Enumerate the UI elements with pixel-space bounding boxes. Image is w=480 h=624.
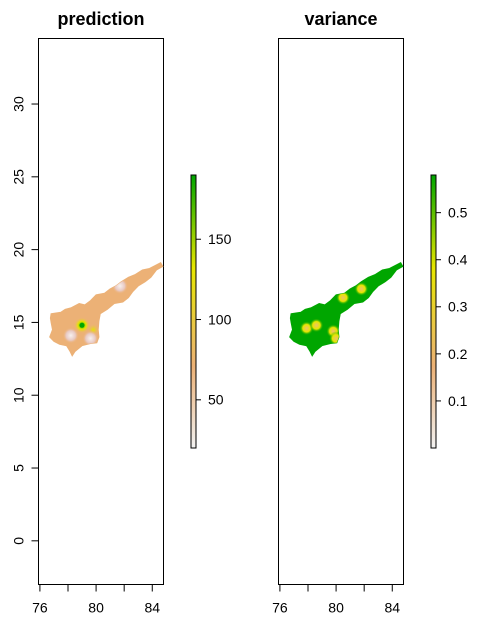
colorbar-tick-label-1: 0.2 [448,346,468,362]
y-tick-label-6: 30 [10,96,26,112]
hotspot-4 [336,290,351,305]
y-tick-label-0: 0 [10,537,26,545]
y-tick-label-3: 15 [10,314,26,330]
hotspot-group [62,278,128,347]
colorbar-tick-label-3: 0.4 [448,252,468,268]
prediction-y-axis: 0 5 10 15 20 25 30 [10,96,39,545]
variance-map [289,262,404,357]
y-tick-label-5: 25 [10,169,26,185]
colorbar-tick-label-1: 100 [208,311,232,327]
colorbar-tick-label-0: 50 [208,392,224,408]
hotspot-3 [82,330,99,347]
variance-panel: variance 76 80 84 0.1 0.2 0.3 0.4 0.5 [272,9,468,616]
hotspot-1 [309,318,324,333]
variance-x-axis: 76 80 84 [272,584,400,616]
hotspot-5 [354,281,369,296]
y-tick-label-4: 20 [10,242,26,258]
region-fill [289,262,404,357]
hotspot-group [299,281,369,346]
x-tick-label-0: 76 [272,600,288,616]
hotspot-4 [112,278,128,294]
colorbar-tick-label-0: 0.1 [448,393,468,409]
x-tick-label-2: 84 [384,600,400,616]
colorbar-bar [190,174,197,449]
colorbar-bar [430,174,437,449]
prediction-map [49,262,164,357]
x-tick-label-1: 80 [88,600,104,616]
variance-colorbar: 0.1 0.2 0.3 0.4 0.5 [430,174,468,449]
y-tick-label-2: 10 [10,387,26,403]
y-tick-label-1: 5 [10,464,26,472]
prediction-x-axis: 76 80 84 [32,584,160,616]
hotspot-2 [62,327,79,344]
colorbar-tick-label-4: 0.5 [448,205,468,221]
prediction-title: prediction [57,9,144,29]
x-tick-label-2: 84 [144,600,160,616]
prediction-panel: prediction 0 5 10 15 20 25 30 76 80 84 50 100 150 [10,9,231,616]
x-tick-label-0: 76 [32,600,48,616]
colorbar-tick-label-2: 150 [208,231,232,247]
variance-title: variance [304,9,377,29]
colorbar-tick-label-2: 0.3 [448,299,468,315]
prediction-colorbar: 50 100 150 [190,174,232,449]
x-tick-label-1: 80 [328,600,344,616]
hotspot-core-0 [79,322,85,328]
